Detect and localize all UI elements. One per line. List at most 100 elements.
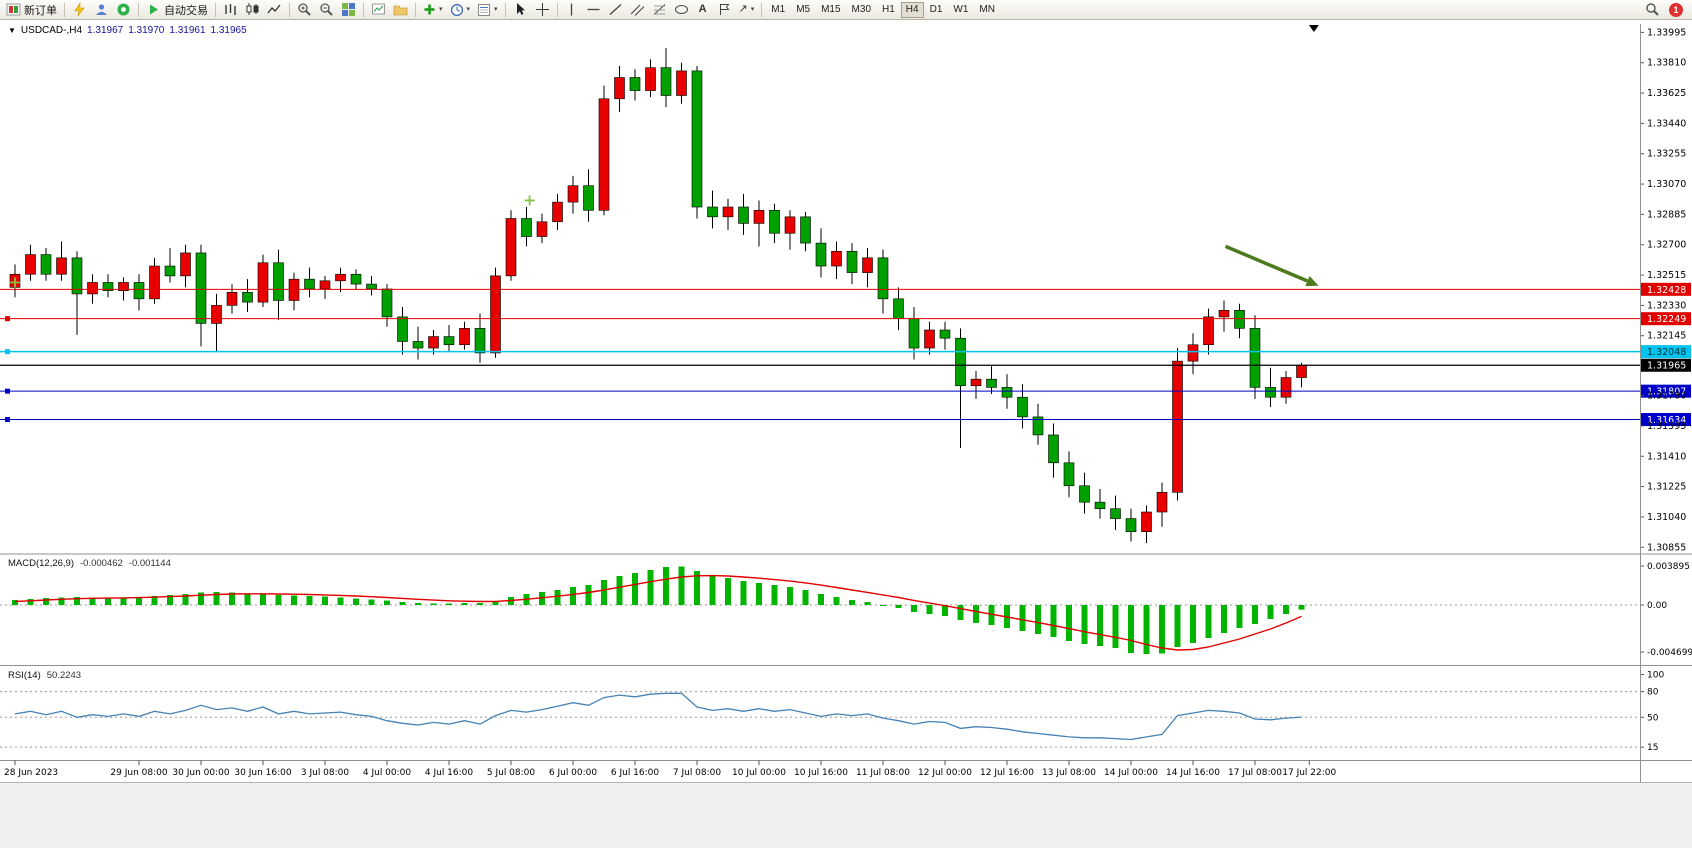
toolbar-right-group: 1 <box>1642 1 1689 19</box>
svg-text:29 Jun 08:00: 29 Jun 08:00 <box>110 768 167 778</box>
zoom-in-icon <box>298 3 311 16</box>
svg-text:30 Jun 00:00: 30 Jun 00:00 <box>172 768 229 778</box>
auto-trading-button[interactable]: 自动交易 <box>143 1 211 19</box>
text-button[interactable]: A <box>693 1 713 19</box>
search-button[interactable] <box>1642 1 1663 19</box>
svg-text:1.32700: 1.32700 <box>1647 240 1686 251</box>
channel-button[interactable] <box>627 1 648 19</box>
svg-text:-0.004699: -0.004699 <box>1647 648 1692 658</box>
macd-label: MACD(12,26,9) -0.000462 -0.001144 <box>8 558 171 569</box>
notifications-badge[interactable]: 1 <box>1669 2 1683 17</box>
chart-canvas[interactable]: 1.32428 1.32249 1.32048 1.31965 1.31807 1.316… <box>0 20 1692 848</box>
line-chart-button[interactable] <box>264 1 285 19</box>
zoom-out-button[interactable] <box>316 1 337 19</box>
label-button[interactable] <box>714 1 735 19</box>
new-chart-button[interactable] <box>368 1 389 19</box>
add-indicator-icon <box>424 4 435 15</box>
toolbar-separator <box>289 2 290 17</box>
svg-text:1.33440: 1.33440 <box>1647 118 1686 129</box>
metaeditor-icon <box>74 2 85 17</box>
trendline-button[interactable] <box>605 1 626 19</box>
template-dropdown[interactable]: ▾ <box>474 1 501 19</box>
svg-text:17 Jul 08:00: 17 Jul 08:00 <box>1228 768 1282 778</box>
svg-text:1.33810: 1.33810 <box>1647 58 1686 69</box>
bar-chart-button[interactable] <box>220 1 241 19</box>
fibonacci-button[interactable] <box>649 1 670 19</box>
rsi-label: RSI(14) 50.2243 <box>8 670 81 681</box>
svg-text:6 Jul 16:00: 6 Jul 16:00 <box>611 768 660 778</box>
zoom-out-icon <box>320 3 333 16</box>
macd-value-signal: -0.001144 <box>128 558 171 569</box>
svg-text:1.31634: 1.31634 <box>1647 415 1686 426</box>
period-dropdown[interactable]: ▾ <box>447 1 474 19</box>
svg-text:1.33255: 1.33255 <box>1647 149 1686 160</box>
timeframe-m1[interactable]: M1 <box>766 2 790 18</box>
search-icon <box>1646 3 1659 16</box>
profiles-button[interactable] <box>390 1 411 19</box>
shapes-icon <box>674 5 688 14</box>
label-icon <box>719 4 730 15</box>
market-watch-button[interactable] <box>113 1 134 19</box>
line-chart-icon <box>267 4 281 14</box>
dropdown-caret: ▾ <box>439 6 443 13</box>
timeframe-m15[interactable]: M15 <box>816 2 845 18</box>
vertical-line-button[interactable] <box>562 1 582 19</box>
channel-icon <box>630 4 644 16</box>
market-watch-icon <box>117 3 130 16</box>
svg-text:1.31780: 1.31780 <box>1647 391 1686 402</box>
arrows-dropdown[interactable]: ↗ ▾ <box>736 1 758 19</box>
svg-text:15: 15 <box>1647 743 1658 753</box>
cursor-button[interactable] <box>510 1 531 19</box>
dropdown-caret: ▾ <box>466 6 471 13</box>
metaeditor-button[interactable] <box>69 1 90 19</box>
timeframe-mn[interactable]: MN <box>974 2 1000 18</box>
one-click-trading-toggle[interactable]: ▼ <box>8 26 16 35</box>
macd-value-main: -0.000462 <box>80 558 123 569</box>
timeframe-h1[interactable]: H1 <box>877 2 900 18</box>
svg-text:28 Jun 2023: 28 Jun 2023 <box>4 768 58 778</box>
svg-text:1.33995: 1.33995 <box>1647 27 1686 38</box>
candlestick-chart-button[interactable] <box>242 1 263 19</box>
svg-text:0.00: 0.00 <box>1647 601 1667 611</box>
ohlc-close: 1.31965 <box>210 25 247 36</box>
rsi-title: RSI(14) <box>8 670 41 681</box>
new-chart-icon <box>372 3 385 15</box>
shapes-button[interactable] <box>671 1 692 19</box>
svg-text:1.32428: 1.32428 <box>1647 285 1686 296</box>
arrows-tool-icon: ↗ <box>738 3 748 15</box>
dropdown-caret: ▾ <box>494 6 498 13</box>
svg-text:1.31965: 1.31965 <box>1647 361 1686 372</box>
timeframe-m5[interactable]: M5 <box>791 2 815 18</box>
svg-text:0.003895: 0.003895 <box>1647 562 1690 572</box>
rsi-value: 50.2243 <box>46 670 82 681</box>
ohlc-open: 1.31967 <box>87 25 124 36</box>
svg-text:100: 100 <box>1647 671 1664 681</box>
svg-text:17 Jul 22:00: 17 Jul 22:00 <box>1282 768 1336 778</box>
svg-text:11 Jul 08:00: 11 Jul 08:00 <box>856 768 910 778</box>
svg-text:10 Jul 00:00: 10 Jul 00:00 <box>732 768 786 778</box>
tile-windows-button[interactable] <box>338 1 359 19</box>
svg-text:12 Jul 00:00: 12 Jul 00:00 <box>918 768 972 778</box>
timeframe-h4[interactable]: H4 <box>900 1 924 18</box>
svg-text:1.31225: 1.31225 <box>1647 482 1686 493</box>
profiles-icon <box>393 5 408 16</box>
tile-windows-icon <box>342 3 355 16</box>
horizontal-line-button[interactable] <box>583 1 604 19</box>
timeframe-m30[interactable]: M30 <box>847 2 876 18</box>
auto-trading-label: 自动交易 <box>164 4 208 17</box>
indicators-dropdown[interactable]: ▾ <box>420 1 446 19</box>
navigator-icon <box>96 4 107 15</box>
navigator-button[interactable] <box>91 1 112 19</box>
timeframe-d1[interactable]: D1 <box>925 2 948 18</box>
new-order-label: 新订单 <box>24 4 57 17</box>
svg-text:80: 80 <box>1647 688 1659 698</box>
clock-icon <box>450 3 463 16</box>
new-order-button[interactable]: 新订单 <box>3 1 60 19</box>
zoom-in-button[interactable] <box>294 1 315 19</box>
macd-title: MACD(12,26,9) <box>8 558 74 569</box>
ohlc-high: 1.31970 <box>128 25 165 36</box>
svg-text:1.32249: 1.32249 <box>1647 314 1686 325</box>
svg-text:50: 50 <box>1647 713 1659 723</box>
crosshair-button[interactable] <box>532 1 553 19</box>
timeframe-w1[interactable]: W1 <box>948 2 973 18</box>
